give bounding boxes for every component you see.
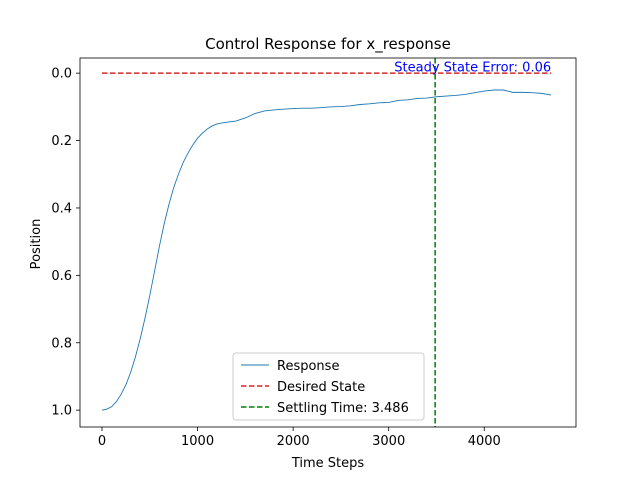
- legend-label: Response: [277, 359, 339, 374]
- y-axis-label: Position: [29, 219, 44, 270]
- x-tick-label: 0: [98, 434, 106, 449]
- steady-state-error-annotation: Steady State Error: 0.06: [394, 60, 551, 75]
- y-tick-label: 0.4: [51, 201, 72, 216]
- legend: Response Desired State Settling Time: 3.48…: [232, 352, 425, 421]
- y-tick-label: 0.6: [51, 269, 72, 284]
- legend-box: [232, 352, 425, 421]
- chart-title: Control Response for x_response: [205, 35, 451, 54]
- data-layer: [101, 58, 552, 427]
- y-tick-label: 0.0: [51, 67, 72, 82]
- x-tick-label: 2000: [277, 434, 310, 449]
- x-tick-label: 1000: [181, 434, 214, 449]
- x-axis-label: Time Steps: [291, 456, 365, 471]
- y-tick-label: 1.0: [51, 404, 72, 419]
- legend-label: Settling Time: 3.486: [277, 401, 409, 416]
- response-line: [101, 89, 552, 411]
- axes-frame: [79, 57, 577, 428]
- x-tick-label: 3000: [372, 434, 405, 449]
- y-tick-label: 0.2: [51, 134, 72, 149]
- y-tick-label: 0.8: [51, 336, 72, 351]
- x-tick-label: 4000: [468, 434, 501, 449]
- plot-area: 0 1000 2000 3000 4000 0.0 0.2 0.4 0.6 0.8 1.0 Stead…: [51, 57, 577, 449]
- legend-label: Desired State: [277, 380, 365, 395]
